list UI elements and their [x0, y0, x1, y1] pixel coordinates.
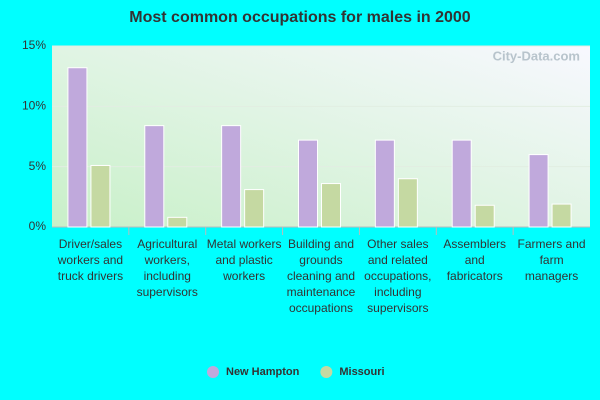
bar: [298, 139, 318, 228]
bar: [244, 189, 265, 228]
watermark: City-Data.com: [493, 48, 580, 63]
x-tick-label: Other sales and related occupations, inc…: [364, 237, 432, 315]
x-tick-label: Assemblers and fabricators: [443, 237, 507, 283]
bar: [90, 164, 111, 228]
bar: [528, 154, 549, 228]
y-tick-label: 10%: [22, 99, 46, 113]
bar: [67, 67, 88, 228]
x-tick-label: Metal workers and plastic workers: [206, 237, 282, 283]
x-tick-label: Driver/sales workers and truck drivers: [57, 237, 124, 283]
legend-label: Missouri: [339, 366, 384, 378]
chart-title: Most common occupations for males in 200…: [129, 9, 471, 26]
y-tick-label: 0%: [29, 219, 47, 233]
bar: [474, 204, 495, 228]
legend-swatch: [207, 366, 219, 378]
bar: [144, 125, 165, 228]
bar: [221, 125, 242, 228]
y-tick-label: 15%: [22, 38, 46, 52]
bar: [374, 139, 395, 228]
bar: [321, 183, 341, 228]
bar: [551, 203, 572, 228]
x-tick-label: Building and grounds cleaning and mainte…: [286, 237, 356, 315]
bar: [167, 216, 188, 228]
bar: [397, 178, 418, 228]
x-tick-label: Agricultural workers, including supervis…: [136, 237, 198, 299]
bar: [451, 139, 472, 228]
y-tick-label: 5%: [29, 159, 47, 173]
legend-label: New Hampton: [226, 366, 300, 378]
x-tick-label: Farmers and farm managers: [517, 237, 586, 283]
legend-swatch: [320, 366, 333, 378]
